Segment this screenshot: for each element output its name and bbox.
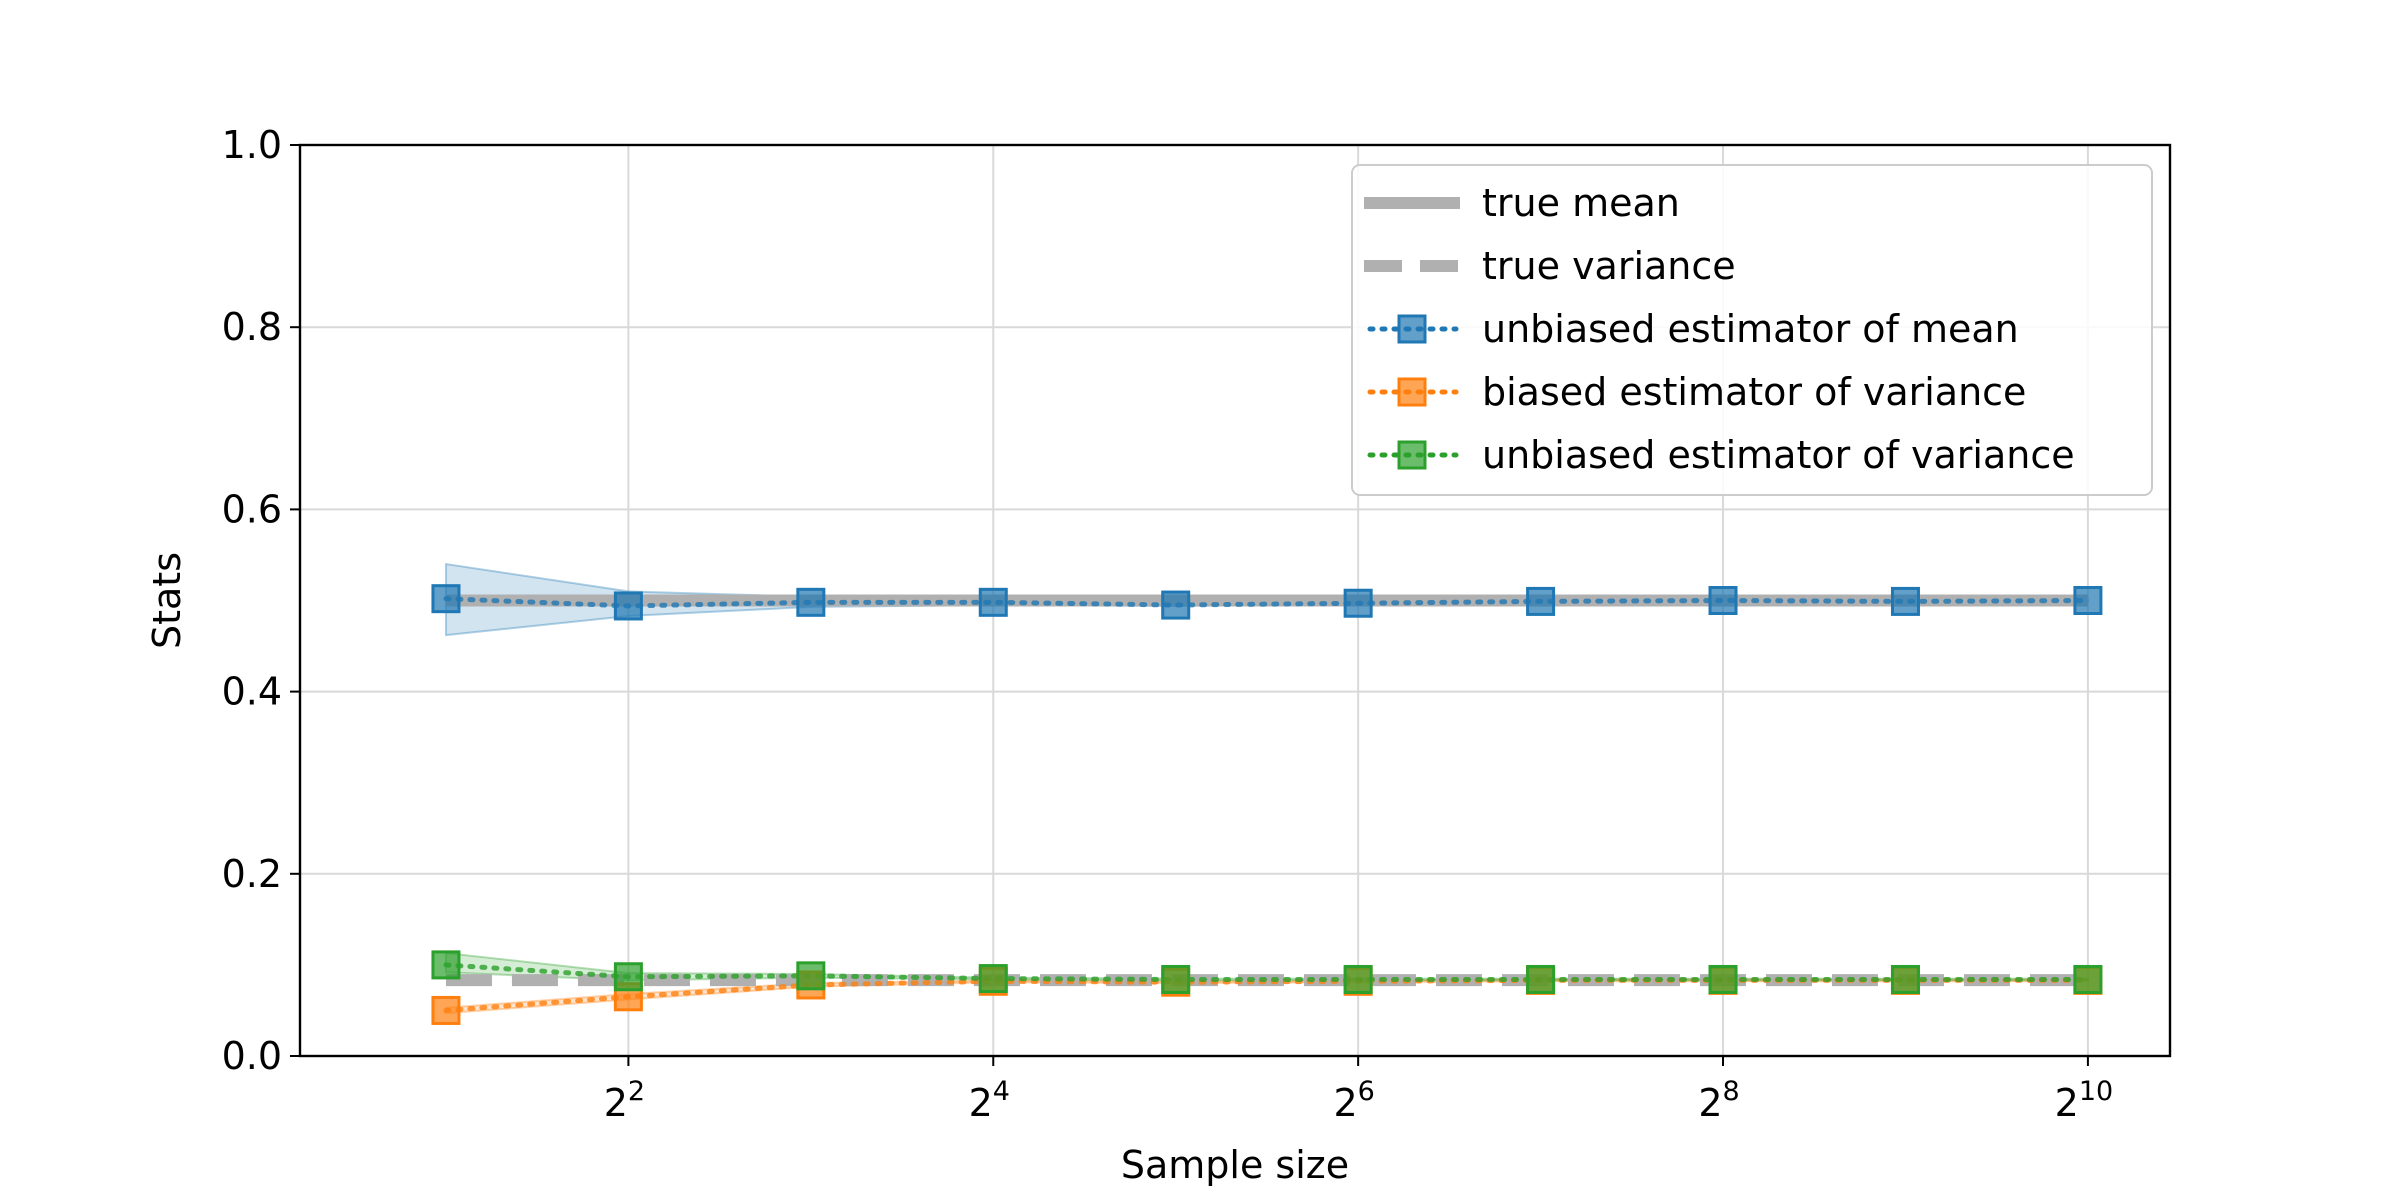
legend-swatch-marker — [1397, 440, 1427, 470]
x-tick-base: 2 — [604, 1081, 628, 1125]
data-point — [431, 995, 461, 1025]
x-tick-label: 210 — [2055, 1076, 2114, 1125]
data-point — [978, 964, 1008, 994]
axes-frame — [298, 143, 2172, 1058]
data-point — [1890, 964, 1920, 994]
data-point — [1526, 964, 1556, 994]
data-point — [1161, 964, 1191, 994]
legend-label: biased estimator of variance — [1482, 370, 2026, 414]
data-point — [431, 584, 461, 614]
x-tick-label: 26 — [1333, 1076, 1374, 1125]
y-axis-label: Stats — [145, 552, 189, 649]
data-point — [1708, 586, 1738, 615]
data-point — [2073, 586, 2103, 615]
data-point — [978, 587, 1008, 617]
x-tick-exponent: 2 — [628, 1076, 645, 1107]
x-tick-base: 2 — [1333, 1081, 1357, 1125]
x-tick-label: 28 — [1698, 1076, 1739, 1125]
x-axis-label: Sample size — [1121, 1143, 1349, 1187]
legend-label: true variance — [1482, 244, 1736, 288]
data-point — [613, 591, 643, 621]
legend-swatch-marker — [1397, 377, 1427, 407]
data-point — [613, 962, 643, 992]
x-tick-label: 22 — [604, 1076, 645, 1125]
data-point — [796, 587, 826, 617]
y-tick-label: 0.0 — [222, 1034, 282, 1078]
ticks: 0.00.20.40.60.81.022 24 26 28 210 — [222, 123, 2114, 1125]
legend: true mean true variance unbiased estimator… — [1351, 164, 2153, 496]
y-tick-label: 0.2 — [222, 852, 282, 896]
x-tick-exponent: 10 — [2079, 1076, 2113, 1107]
legend-box — [1351, 164, 2153, 496]
series-markers — [431, 584, 2103, 1025]
data-point — [796, 961, 826, 991]
data-point — [1343, 588, 1373, 618]
x-tick-label: 24 — [969, 1076, 1010, 1125]
legend-label: true mean — [1482, 181, 1680, 225]
y-tick-label: 0.6 — [222, 487, 282, 531]
reference-lines — [445, 594, 2088, 987]
data-point — [1161, 590, 1191, 620]
confidence-bands — [444, 562, 2089, 1015]
x-tick-exponent: 8 — [1723, 1076, 1740, 1107]
legend-label: unbiased estimator of mean — [1482, 307, 2019, 351]
x-tick-exponent: 4 — [993, 1076, 1010, 1107]
series-line — [443, 962, 2091, 982]
y-tick-label: 0.4 — [222, 670, 282, 714]
series-lines — [443, 596, 2091, 1013]
data-point — [1526, 586, 1556, 616]
data-point — [2073, 964, 2103, 994]
data-point — [1890, 586, 1920, 616]
legend-swatch-marker — [1397, 314, 1427, 344]
data-point — [1708, 964, 1738, 994]
x-tick-base: 2 — [2055, 1081, 2079, 1125]
legend-label: unbiased estimator of variance — [1482, 433, 2075, 477]
data-point — [1343, 964, 1373, 994]
data-point — [431, 950, 461, 980]
series-line — [443, 596, 2091, 609]
x-tick-exponent: 6 — [1358, 1076, 1375, 1107]
y-tick-label: 1.0 — [222, 123, 282, 167]
y-tick-label: 0.8 — [222, 305, 282, 349]
x-tick-base: 2 — [969, 1081, 993, 1125]
x-tick-base: 2 — [1698, 1081, 1722, 1125]
